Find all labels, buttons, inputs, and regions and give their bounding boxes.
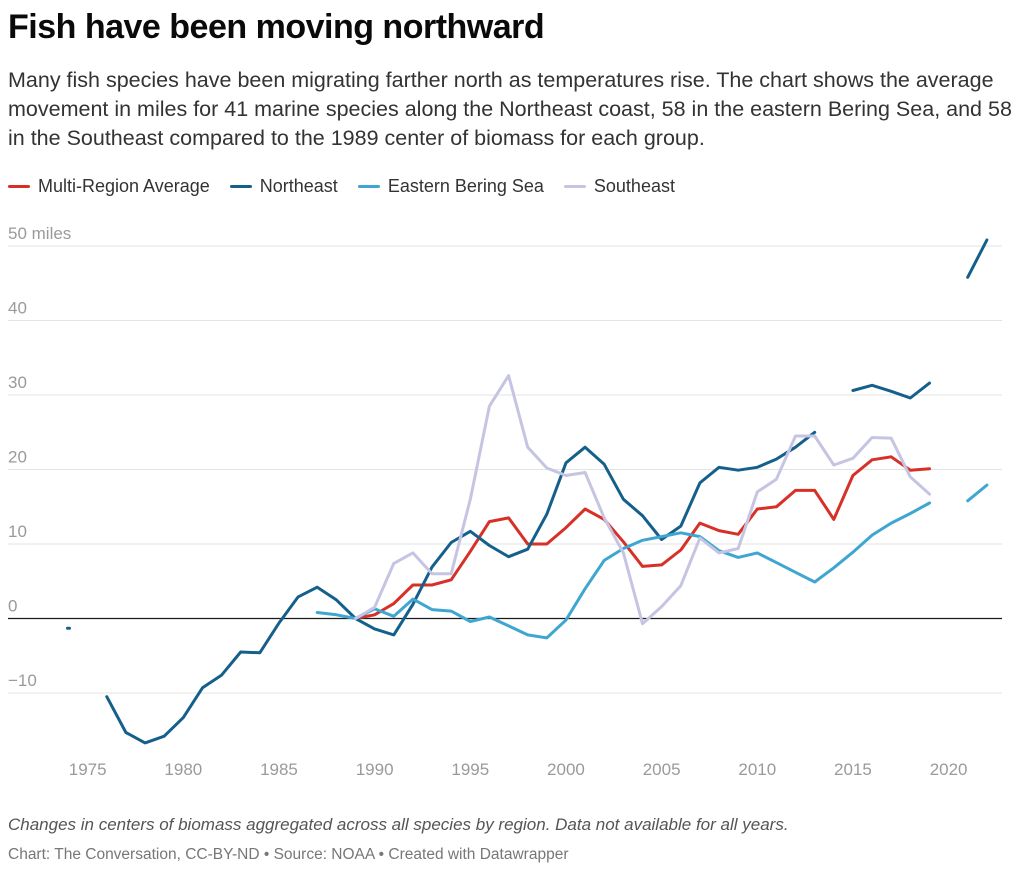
legend-label: Southeast bbox=[593, 175, 675, 196]
y-tick-label: 0 bbox=[8, 597, 17, 616]
legend-label: Northeast bbox=[259, 175, 338, 196]
series-lines bbox=[66, 238, 989, 745]
series-line-segment bbox=[851, 381, 931, 400]
tick-labels: −10 0 10 20 30 40 50 miles 1975 1980 1985 1990 1995… bbox=[8, 224, 968, 779]
y-tick-label: −10 bbox=[8, 671, 37, 690]
legend-swatch bbox=[563, 184, 586, 188]
y-tick-label: 50 miles bbox=[8, 224, 71, 243]
y-tick-label: 10 bbox=[8, 522, 27, 541]
chart-legend: Multi-Region Average Northeast Eastern Ber… bbox=[8, 174, 695, 198]
x-tick-label: 2015 bbox=[834, 760, 872, 779]
x-tick-label: 1995 bbox=[451, 760, 489, 779]
series-line-segment bbox=[966, 483, 989, 503]
series-line-segment bbox=[354, 455, 931, 620]
legend-label: Multi-Region Average bbox=[38, 175, 210, 196]
chart-notes: Changes in centers of biomass aggregated… bbox=[8, 815, 789, 834]
series-line-segment bbox=[315, 501, 931, 640]
series-line-segment bbox=[105, 430, 817, 745]
legend-item-northeast: Northeast bbox=[229, 175, 338, 197]
series-line-segment bbox=[966, 238, 989, 279]
x-tick-label: 1990 bbox=[356, 760, 394, 779]
x-tick-label: 1985 bbox=[260, 760, 298, 779]
legend-swatch bbox=[8, 184, 30, 188]
chart-title: Fish have been moving northward bbox=[8, 8, 545, 46]
x-tick-label: 2005 bbox=[643, 760, 681, 779]
y-tick-label: 30 bbox=[8, 373, 27, 392]
x-tick-label: 2010 bbox=[738, 760, 776, 779]
legend-item-southeast: Southeast bbox=[563, 175, 675, 197]
x-tick-label: 2020 bbox=[930, 760, 968, 779]
series-northeast bbox=[66, 238, 989, 745]
y-tick-label: 40 bbox=[8, 299, 27, 318]
series-line-segment bbox=[354, 374, 931, 626]
line-chart: −10 0 10 20 30 40 50 miles 1975 1980 1985 1990 1995… bbox=[8, 224, 1002, 779]
legend-item-eastern-bering-sea: Eastern Bering Sea bbox=[357, 175, 544, 197]
legend-label: Eastern Bering Sea bbox=[387, 175, 544, 196]
chart-subtitle: Many fish species have been migrating fa… bbox=[8, 68, 1012, 150]
gridlines bbox=[8, 245, 1002, 694]
series-eastern-bering-sea bbox=[315, 483, 989, 640]
chart-footer: Chart: The Conversation, CC-BY-ND • Sour… bbox=[8, 846, 569, 863]
legend-swatch bbox=[229, 184, 252, 188]
series-multi-region-average bbox=[354, 455, 931, 620]
y-tick-label: 20 bbox=[8, 448, 27, 467]
x-tick-label: 1975 bbox=[69, 760, 107, 779]
series-southeast bbox=[354, 374, 931, 626]
x-tick-label: 2000 bbox=[547, 760, 585, 779]
legend-swatch bbox=[357, 184, 380, 188]
x-tick-label: 1980 bbox=[164, 760, 202, 779]
legend-item-multi-region-average: Multi-Region Average bbox=[8, 176, 210, 197]
